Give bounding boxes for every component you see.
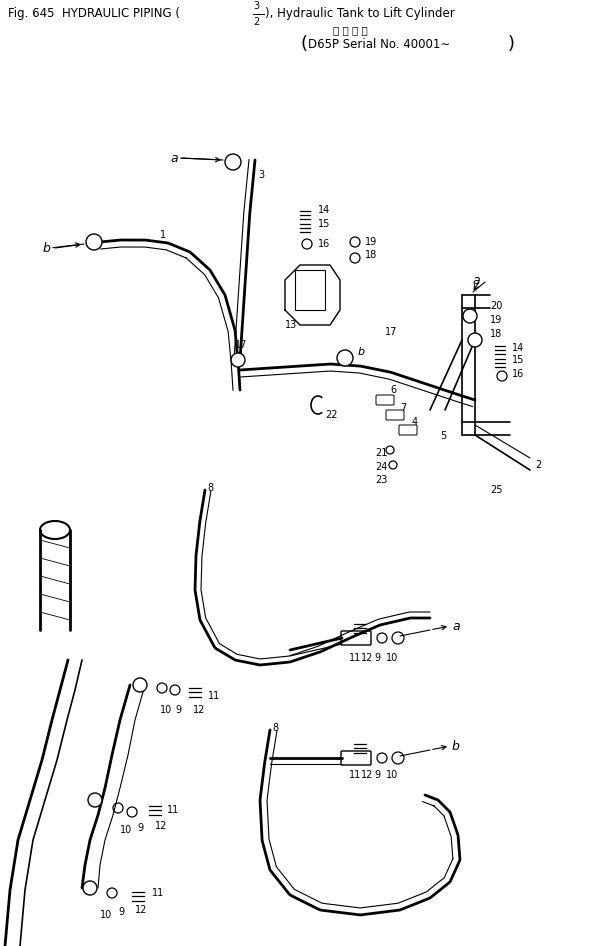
Text: a: a (171, 151, 178, 165)
Text: D65P Serial No. 40001∼: D65P Serial No. 40001∼ (308, 38, 450, 50)
Text: 3: 3 (258, 170, 264, 180)
Circle shape (463, 309, 477, 323)
Text: 11: 11 (152, 888, 164, 898)
Circle shape (386, 446, 394, 454)
Circle shape (86, 234, 102, 250)
Text: a: a (452, 620, 459, 633)
Text: 12: 12 (135, 905, 147, 915)
Text: 9: 9 (175, 705, 181, 715)
Text: 15: 15 (512, 355, 525, 365)
Text: 16: 16 (318, 239, 330, 249)
Text: (: ( (300, 35, 307, 53)
Text: 22: 22 (325, 410, 338, 420)
Text: 9: 9 (118, 907, 124, 917)
Text: 適 用 号 機: 適 用 号 機 (333, 25, 367, 35)
Text: 10: 10 (100, 910, 112, 920)
Text: b: b (452, 740, 460, 752)
FancyBboxPatch shape (386, 410, 404, 420)
Text: Fig. 645  HYDRAULIC PIPING (: Fig. 645 HYDRAULIC PIPING ( (8, 8, 180, 21)
Text: ), Hydraulic Tank to Lift Cylinder: ), Hydraulic Tank to Lift Cylinder (265, 8, 455, 21)
Text: 8: 8 (272, 723, 278, 733)
Text: 14: 14 (512, 343, 524, 353)
Text: 19: 19 (490, 315, 502, 325)
Circle shape (225, 154, 241, 170)
Text: ): ) (508, 35, 515, 53)
Text: 10: 10 (120, 825, 132, 835)
Text: 12: 12 (193, 705, 206, 715)
Text: 7: 7 (400, 403, 406, 413)
Text: 18: 18 (365, 250, 377, 260)
Text: 2: 2 (253, 17, 259, 27)
Text: 3: 3 (253, 1, 259, 11)
Text: 20: 20 (490, 301, 502, 311)
Text: 12: 12 (361, 770, 373, 780)
Text: 4: 4 (412, 417, 418, 427)
Text: 13: 13 (285, 320, 297, 330)
Text: 19: 19 (365, 237, 377, 247)
Circle shape (389, 461, 397, 469)
Text: b: b (358, 347, 365, 357)
Text: 9: 9 (137, 823, 143, 833)
FancyBboxPatch shape (341, 631, 371, 645)
Text: 11: 11 (167, 805, 179, 815)
Text: 6: 6 (390, 385, 396, 395)
Text: 14: 14 (318, 205, 330, 215)
Text: 1: 1 (160, 230, 166, 240)
Text: a: a (472, 273, 480, 287)
Text: 10: 10 (386, 653, 398, 663)
Text: 9: 9 (374, 770, 380, 780)
Text: 25: 25 (490, 485, 502, 495)
Circle shape (337, 350, 353, 366)
Text: 2: 2 (535, 460, 541, 470)
FancyBboxPatch shape (341, 751, 371, 765)
Text: 18: 18 (490, 329, 502, 339)
Circle shape (88, 793, 102, 807)
Text: 23: 23 (375, 475, 387, 485)
Text: 11: 11 (349, 653, 361, 663)
Text: 15: 15 (318, 219, 330, 229)
FancyBboxPatch shape (376, 395, 394, 405)
Circle shape (83, 881, 97, 895)
Text: b: b (42, 241, 50, 254)
Text: 16: 16 (512, 369, 524, 379)
Text: 10: 10 (386, 770, 398, 780)
Ellipse shape (40, 521, 70, 539)
Text: 5: 5 (440, 431, 446, 441)
Text: 8: 8 (207, 483, 213, 493)
Text: 9: 9 (374, 653, 380, 663)
Text: 11: 11 (208, 691, 220, 701)
Circle shape (231, 353, 245, 367)
Text: 12: 12 (361, 653, 373, 663)
Text: 24: 24 (375, 462, 387, 472)
Text: 10: 10 (160, 705, 172, 715)
Circle shape (133, 678, 147, 692)
FancyBboxPatch shape (399, 425, 417, 435)
Circle shape (468, 333, 482, 347)
Text: 12: 12 (155, 821, 168, 831)
Text: 17: 17 (385, 327, 397, 337)
Bar (295, 270, 325, 310)
Text: 21: 21 (375, 448, 387, 458)
Text: 11: 11 (349, 770, 361, 780)
Text: 17: 17 (235, 340, 247, 350)
